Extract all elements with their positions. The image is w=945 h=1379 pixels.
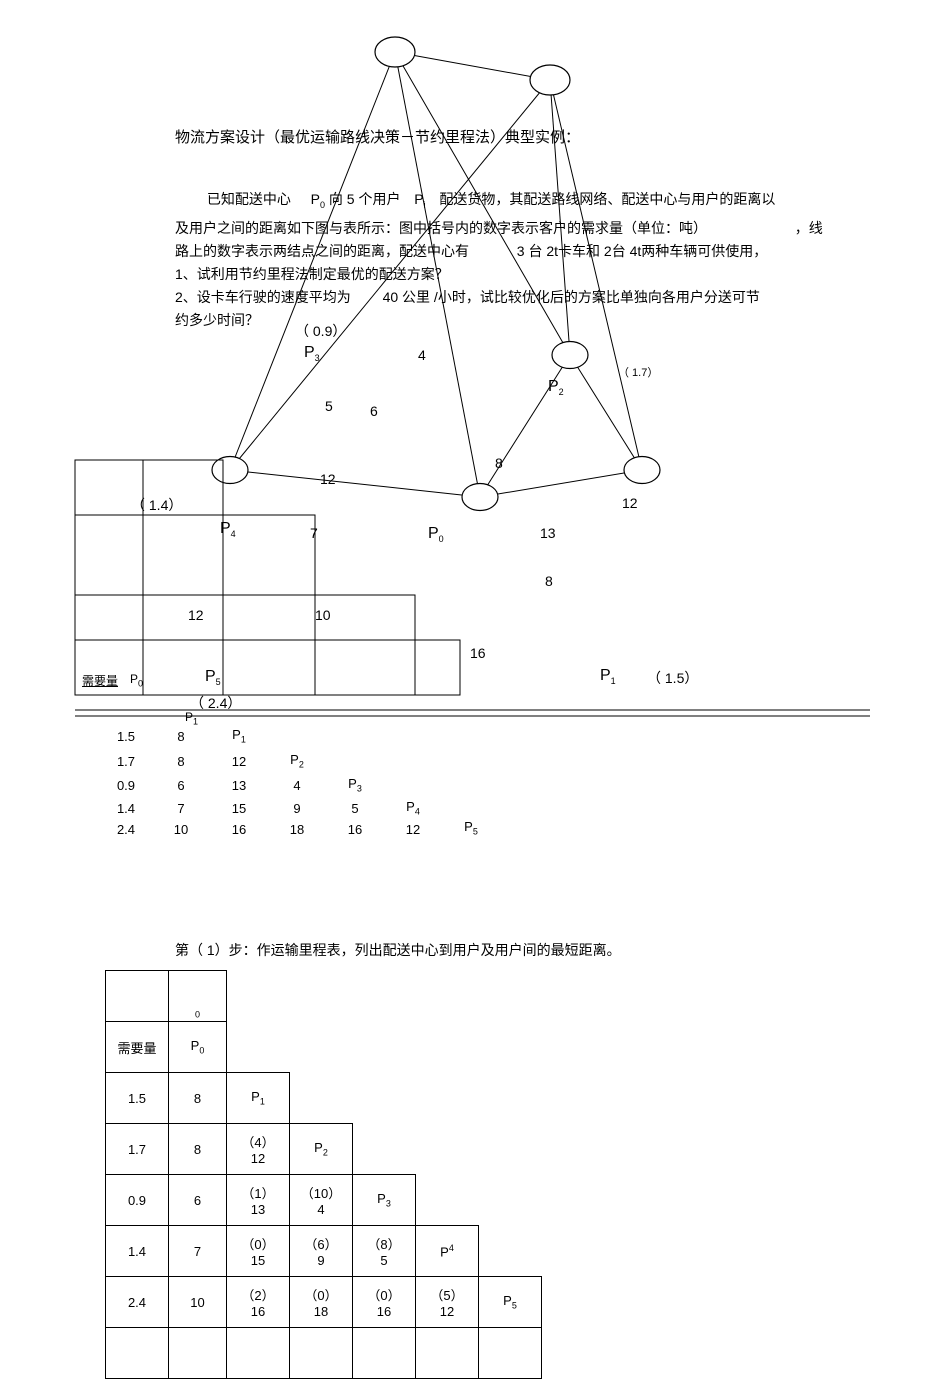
small-table: 1.58P11.7812P20.96134P31.471595P42.41016… [100,725,500,840]
table2: 0需要量P01.58P11.78（4）12P20.96（1）13（10）4P31… [105,970,542,1379]
step-boxes [0,0,945,760]
row-p1: P1 [185,710,198,726]
p0h: P0 [130,672,143,688]
page: 物流方案设计（最优运输路线决策－节约里程法）典型实例： 已知配送中心 P0 向 … [0,0,945,1336]
xuqiu: 需要量 [82,672,118,689]
step1-title: 第（ 1）步：作运输里程表，列出配送中心到用户及用户间的最短距离。 [175,940,621,960]
